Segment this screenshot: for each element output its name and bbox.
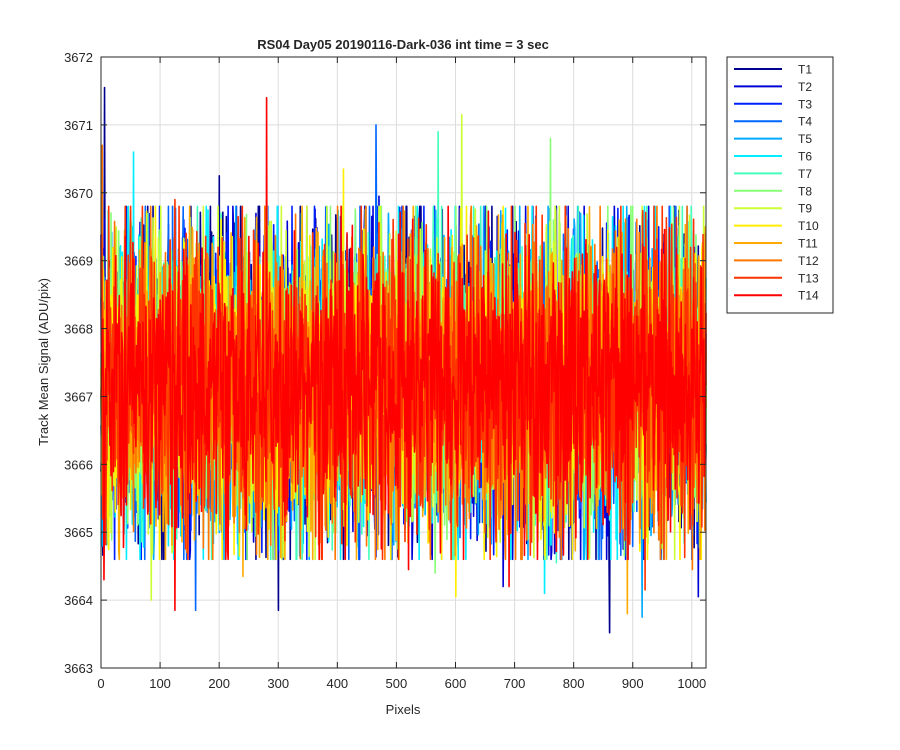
x-tick-label: 0 bbox=[97, 676, 104, 691]
y-tick-label: 3665 bbox=[64, 525, 93, 540]
x-tick-label: 800 bbox=[563, 676, 585, 691]
y-tick-label: 3664 bbox=[64, 593, 93, 608]
legend-label-t9: T9 bbox=[798, 202, 812, 216]
legend-label-t6: T6 bbox=[798, 150, 812, 164]
axes-box bbox=[100, 56, 707, 669]
x-tick-label: 400 bbox=[326, 676, 348, 691]
x-tick-label: 100 bbox=[149, 676, 171, 691]
legend-label-t2: T2 bbox=[798, 80, 812, 94]
y-tick-label: 3672 bbox=[64, 50, 93, 65]
plot-area: 0 100 200 300 400 500 600 700 800 900 1000 3663 3664… bbox=[64, 50, 707, 691]
series-lines bbox=[100, 86, 707, 634]
legend-label-t4: T4 bbox=[798, 115, 812, 129]
axis-ticks: 0 100 200 300 400 500 600 700 800 900 1000 3663 3664… bbox=[64, 50, 706, 691]
legend-label-t1: T1 bbox=[798, 63, 812, 77]
x-tick-label: 900 bbox=[622, 676, 644, 691]
legend-label-t11: T11 bbox=[798, 237, 818, 251]
legend-label-t5: T5 bbox=[798, 132, 812, 146]
legend-label-t12: T12 bbox=[798, 254, 819, 268]
x-tick-label: 500 bbox=[386, 676, 408, 691]
legend-label-t8: T8 bbox=[798, 184, 812, 198]
x-tick-label: 200 bbox=[208, 676, 230, 691]
legend-label-t14: T14 bbox=[798, 289, 819, 303]
legend: T1 T2 T3 T4 T5 T6 T7 T8 T9 T10 T11 T12 T13 T14 bbox=[726, 56, 834, 314]
y-axis-label: Track Mean Signal (ADU/pix) bbox=[36, 278, 51, 446]
x-tick-label: 700 bbox=[504, 676, 526, 691]
legend-box bbox=[726, 56, 834, 314]
legend-label-t13: T13 bbox=[798, 271, 819, 285]
legend-items: T1 T2 T3 T4 T5 T6 T7 T8 T9 T10 T11 T12 T13 T14 bbox=[734, 63, 819, 303]
x-tick-label: 600 bbox=[445, 676, 467, 691]
series-line-t14 bbox=[100, 96, 707, 612]
y-tick-label: 3663 bbox=[64, 661, 93, 676]
y-tick-label: 3666 bbox=[64, 457, 93, 472]
x-tick-label: 300 bbox=[267, 676, 289, 691]
x-axis-label: Pixels bbox=[386, 702, 421, 717]
chart-title: RS04 Day05 20190116-Dark-036 int time = … bbox=[257, 37, 549, 52]
y-tick-label: 3670 bbox=[64, 186, 93, 201]
x-tick-label: 1000 bbox=[677, 676, 706, 691]
y-tick-label: 3667 bbox=[64, 389, 93, 404]
legend-label-t10: T10 bbox=[798, 219, 819, 233]
legend-label-t3: T3 bbox=[798, 97, 812, 111]
y-tick-label: 3668 bbox=[64, 322, 93, 337]
legend-label-t7: T7 bbox=[798, 167, 812, 181]
y-tick-label: 3671 bbox=[64, 118, 93, 133]
y-tick-label: 3669 bbox=[64, 254, 93, 269]
